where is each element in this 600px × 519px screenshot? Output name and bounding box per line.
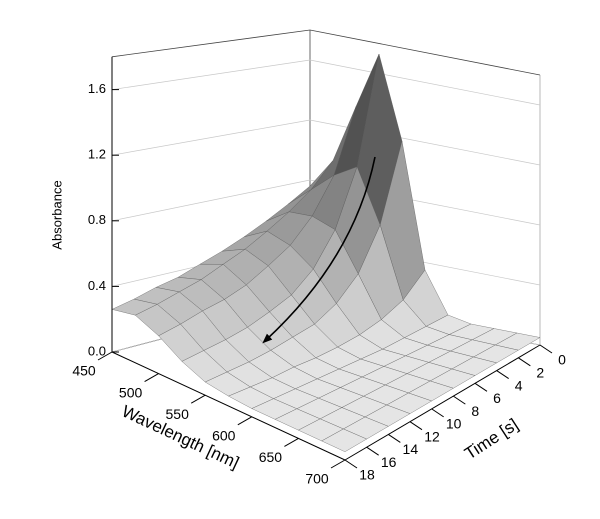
y-tick-label: 0 xyxy=(558,352,566,368)
x-tick-label: 600 xyxy=(212,428,236,444)
y-tick-label: 2 xyxy=(536,364,544,380)
grid-line xyxy=(111,179,541,226)
y-tick xyxy=(518,357,531,367)
x-tick xyxy=(237,416,253,426)
x-tick xyxy=(144,373,159,383)
y-tick-label: 4 xyxy=(515,377,523,393)
z-axis-label: Absorbance xyxy=(49,180,64,249)
y-tick xyxy=(388,434,401,443)
y-tick-label: 10 xyxy=(446,416,462,432)
y-tick xyxy=(539,344,553,354)
x-tick-label: 500 xyxy=(119,384,143,400)
y-tick-label: 14 xyxy=(403,441,419,457)
x-tick xyxy=(190,394,206,404)
z-tick-label: 0.8 xyxy=(88,212,106,227)
x-tick-label: 550 xyxy=(166,406,190,422)
grid-line xyxy=(111,119,541,166)
z-tick-label: 0.4 xyxy=(88,278,106,293)
z-tick-label: 0.0 xyxy=(88,343,106,358)
y-tick xyxy=(496,370,509,379)
y-tick xyxy=(366,446,379,456)
x-axis xyxy=(111,351,346,461)
y-tick-label: 16 xyxy=(381,454,397,470)
x-tick xyxy=(330,459,346,469)
surface-cell xyxy=(321,428,368,452)
x-tick-label: 650 xyxy=(259,449,283,465)
x-tick xyxy=(284,437,299,447)
y-tick xyxy=(344,459,358,469)
y-tick xyxy=(453,395,466,405)
z-tick-label: 1.6 xyxy=(88,81,106,96)
y-tick xyxy=(474,382,488,392)
z-tick-label: 1.2 xyxy=(88,147,106,162)
y-tick-label: 12 xyxy=(424,428,440,444)
y-tick xyxy=(409,421,423,431)
grid-line xyxy=(111,59,541,106)
x-tick xyxy=(97,351,113,361)
x-tick-label: 450 xyxy=(72,363,96,379)
x-tick-label: 700 xyxy=(305,471,329,487)
arrow xyxy=(262,156,376,344)
y-axis-label: Time [s] xyxy=(461,415,522,464)
surface xyxy=(111,53,541,452)
y-tick-label: 6 xyxy=(493,390,501,406)
y-axis xyxy=(344,344,541,461)
y-tick-label: 18 xyxy=(359,467,375,483)
y-tick-label: 8 xyxy=(471,403,479,419)
y-tick xyxy=(431,408,444,418)
wall-outline xyxy=(111,29,541,76)
